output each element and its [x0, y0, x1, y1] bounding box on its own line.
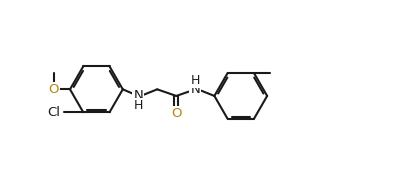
Text: O: O	[171, 107, 181, 120]
Text: O: O	[48, 83, 59, 96]
Text: N: N	[191, 83, 200, 96]
Text: H: H	[191, 74, 200, 87]
Text: N: N	[133, 89, 143, 102]
Text: H: H	[133, 99, 143, 112]
Text: Cl: Cl	[47, 106, 60, 119]
